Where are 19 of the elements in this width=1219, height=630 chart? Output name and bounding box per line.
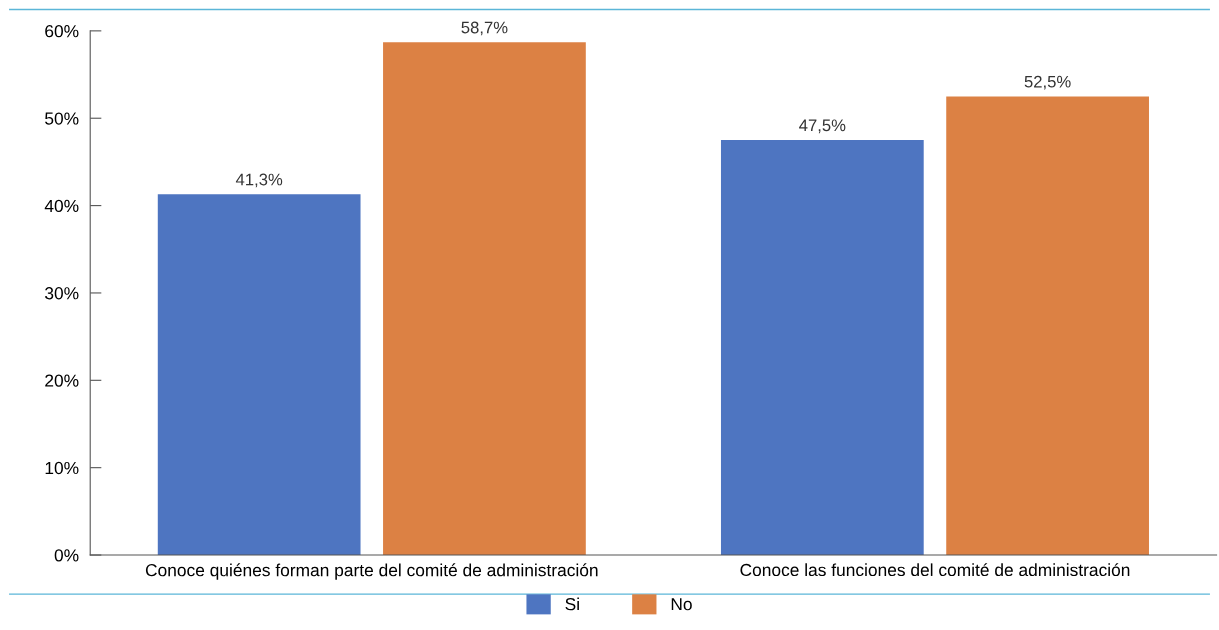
data-label: 52,5%: [1024, 75, 1071, 90]
data-label: 41,3%: [235, 173, 283, 188]
y-tick-label: 40%: [44, 199, 79, 213]
bar: [157, 194, 361, 556]
bar: [720, 140, 924, 556]
bar: [946, 96, 1149, 556]
bar: [383, 42, 586, 556]
y-tick-label: 10%: [45, 461, 79, 475]
x-tick-label: Conoce quiénes forman parte del comité de administración: [145, 563, 598, 580]
x-tick-label: Conoce las funciones del comité de administración: [740, 563, 1130, 577]
legend-label: No: [671, 598, 692, 611]
legend-label: Si: [565, 597, 579, 611]
y-tick-label: 50%: [45, 112, 79, 125]
y-tick-label: 60%: [45, 25, 79, 38]
y-tick-label: 20%: [45, 374, 79, 387]
data-label: 58,7%: [461, 21, 508, 36]
data-label: 47,5%: [799, 119, 846, 134]
y-tick-label: 30%: [45, 287, 79, 300]
y-tick-label: 0%: [54, 549, 79, 562]
